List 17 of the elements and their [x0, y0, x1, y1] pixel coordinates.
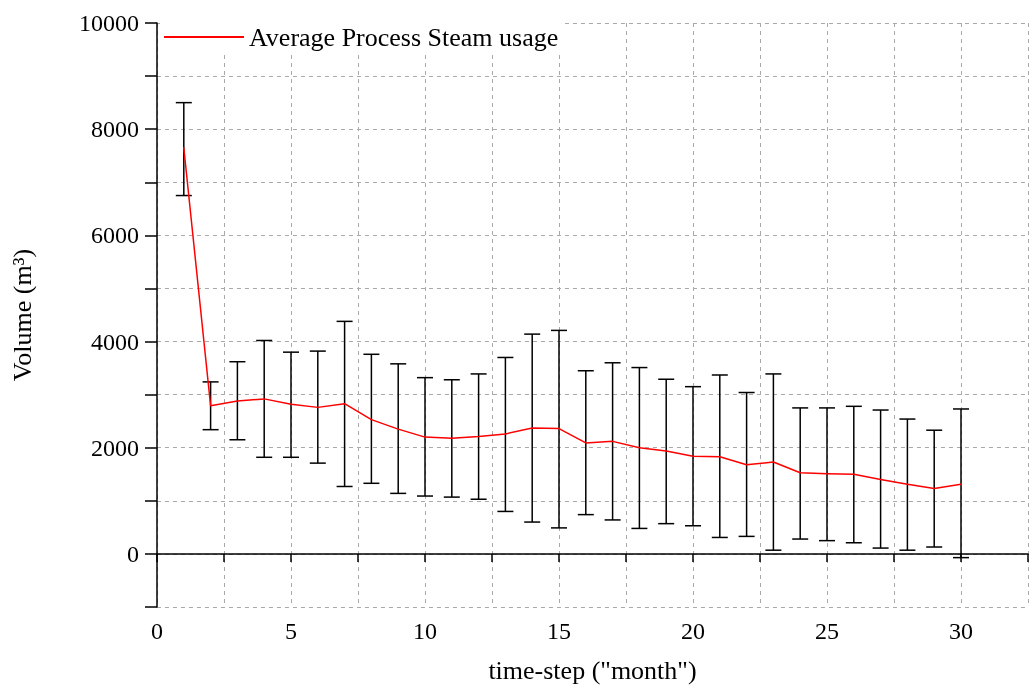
- x-tick-label: 5: [285, 618, 297, 644]
- x-tick-label: 15: [547, 618, 571, 644]
- x-tick-label: 0: [151, 618, 163, 644]
- y-tick-label: 4000: [91, 328, 139, 355]
- line-series: [183, 147, 962, 490]
- y-tick-label: 6000: [91, 222, 139, 249]
- legend-label: Average Process Steam usage: [249, 22, 559, 52]
- y-tick-label: 0: [127, 540, 139, 567]
- x-tick-label: 20: [681, 618, 705, 644]
- x-axis-title: time-step ("month"): [488, 655, 697, 685]
- x-tick-label: 30: [949, 618, 973, 644]
- y-tick-label: 8000: [91, 116, 139, 143]
- x-tick-label: 10: [413, 618, 437, 644]
- y-tick-label: 2000: [91, 434, 139, 461]
- y-axis-title: Volume (m³): [7, 248, 37, 382]
- y-tick-label: 10000: [79, 10, 139, 36]
- x-tick-label: 25: [815, 618, 839, 644]
